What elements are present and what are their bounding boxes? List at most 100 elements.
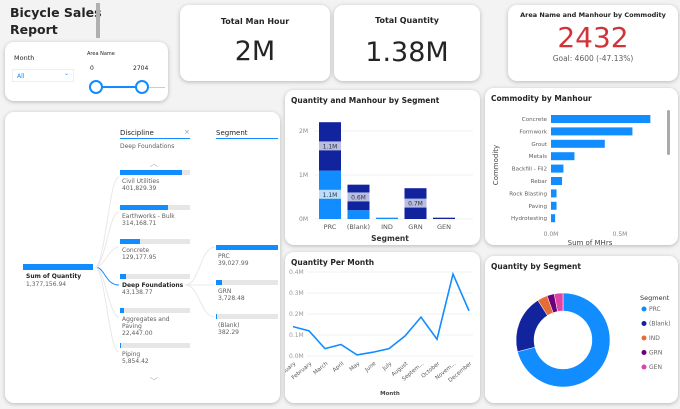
data-label-bg [319, 189, 341, 199]
y-tick-label: Metals [529, 154, 547, 160]
node-label: PRC [218, 253, 230, 260]
area-min-input[interactable]: 0 [90, 65, 94, 72]
y-tick-label: 0.1M [289, 332, 304, 339]
data-label-bg [319, 141, 341, 151]
total-quantity-card: Total Quantity 1.38M [334, 5, 480, 81]
line-series [292, 271, 470, 356]
decomp-node[interactable]: Civil Utilities 401,829.39 [120, 170, 190, 192]
node-bar-track [120, 308, 190, 313]
data-label-bg [347, 192, 370, 202]
y-tick-label: 0.3M [289, 290, 304, 297]
quantity-by-segment-chart: Quantity by Segment Segment PRC (Blank) IND… [485, 256, 678, 403]
x-tick-label: IND [381, 223, 393, 231]
x-axis-title: Month [380, 391, 400, 397]
slicer-card: Month All ⌄ Area Name 0 2704 [5, 42, 168, 101]
y-tick-label: 0.4M [289, 269, 304, 276]
close-icon[interactable]: × [184, 128, 190, 136]
legend-item: IND [649, 335, 660, 342]
y-tick-label: 0.2M [289, 311, 304, 318]
decomp-node[interactable]: Earthworks - Bulk 314,168.71 [120, 204, 190, 227]
x-tick-label: (Blank) [347, 223, 370, 231]
month-dropdown[interactable]: All ⌄ [12, 69, 74, 82]
decomp-node[interactable]: (Blank) 382.29 [216, 314, 278, 336]
y-tick-label: 0.0M [289, 353, 304, 360]
scrollbar[interactable] [96, 3, 100, 38]
bar [551, 164, 564, 173]
legend-item: (Blank) [649, 321, 670, 328]
y-tick-label: Formwork [519, 129, 547, 135]
legend-item: PRC [649, 306, 661, 313]
node-bar [120, 170, 182, 175]
x-tick-label: 0.5M [613, 231, 628, 238]
y-tick-label: Rock Blasting [509, 191, 547, 197]
y-tick-label: 1M [299, 172, 308, 179]
node-value: 3,728.48 [218, 294, 245, 302]
root-bar[interactable] [23, 264, 93, 270]
node-label: Deep Foundations [122, 281, 184, 289]
node-bar [216, 245, 278, 250]
kpi-value: 2432 [557, 21, 629, 54]
data-label: 1.1M [323, 143, 338, 150]
chevron-up-icon[interactable]: ︿ [150, 159, 158, 168]
decomp-node[interactable]: Piping 5,854.42 [120, 342, 190, 365]
y-tick-label: 0M [299, 216, 308, 223]
y-tick-label: 2M [299, 128, 308, 135]
decomp-node[interactable]: GRN 3,728.48 [216, 279, 278, 302]
bar [551, 139, 605, 148]
node-bar-track [120, 239, 190, 244]
x-axis-title: Sum of MHrs [568, 239, 613, 245]
bar [551, 189, 557, 198]
legend-title: Segment [640, 294, 670, 302]
donut-slice [517, 292, 611, 388]
x-tick-label: 0.0M [544, 231, 559, 238]
bar [551, 177, 563, 185]
node-value: 22,447.00 [122, 330, 153, 337]
node-label: (Blank) [218, 322, 240, 329]
decomp-node[interactable]: Aggregates and Paving 22,447.00 [120, 308, 190, 337]
x-tick-label: March [313, 361, 330, 377]
data-label: 0.6M [351, 194, 366, 201]
y-tick-label: Concrete [522, 117, 548, 123]
bar-segment [376, 217, 398, 219]
node-value: 39,027.99 [218, 260, 249, 267]
node-bar [120, 204, 168, 210]
node-bar-track [216, 314, 278, 319]
chart-scrollbar[interactable] [667, 110, 670, 155]
x-tick-label: July [381, 360, 394, 372]
area-max-input[interactable]: 2704 [133, 65, 149, 72]
range-handle-min[interactable] [89, 80, 103, 94]
bar [551, 152, 575, 161]
node-bar-track [216, 279, 278, 285]
node-value: 401,829.39 [122, 185, 157, 192]
node-bar [120, 342, 122, 348]
data-label: 1.1M [323, 192, 338, 199]
x-tick-label: GRN [408, 223, 423, 231]
node-value: 382.29 [218, 329, 239, 336]
legend-marker [641, 321, 647, 326]
range-handle-max[interactable] [135, 80, 149, 94]
segment-header[interactable]: Segment [216, 129, 278, 139]
bar [551, 127, 633, 136]
kpi-card: Area Name and Manhour by Commodity 2432 … [508, 5, 678, 81]
x-tick-label: GEN [437, 223, 451, 231]
node-bar [120, 273, 127, 279]
y-tick-label: Backfill - Fil2 [512, 167, 547, 173]
y-tick-label: Rebar [531, 179, 548, 185]
node-value: 314,168.71 [122, 219, 157, 227]
node-label: Civil Utilities [122, 178, 160, 185]
quantity-per-month-chart: Quantity Per Month 0.0M 0.1M 0.2M 0.3M 0.4M J… [285, 252, 480, 403]
data-label: 0.7M [408, 201, 423, 208]
x-tick-label: June [363, 361, 377, 374]
chevron-down-icon[interactable]: ﹀ [150, 377, 158, 386]
node-bar [120, 308, 124, 313]
hbar-chart-svg: Concrete Formwork Grout Metals Backfill - Fi… [492, 115, 651, 245]
decomp-node[interactable]: PRC 39,027.99 [216, 245, 278, 267]
y-tick-label: Paving [528, 204, 547, 210]
x-tick-label: May [349, 360, 362, 372]
discipline-header[interactable]: Discipline [120, 129, 190, 139]
decomp-node[interactable]: Deep Foundations 43,138.77 [120, 273, 190, 296]
bar-chart-svg: 0M 1M 2M 1.1M 1.1M PRC 0.6M (Blank) IND 0.7M GRN GE… [299, 122, 473, 243]
range-fill [97, 86, 142, 88]
decomp-node[interactable]: Concrete 129,177.95 [120, 239, 190, 261]
kpi-goal: Goal: 4600 (-47.13%) [552, 54, 634, 63]
